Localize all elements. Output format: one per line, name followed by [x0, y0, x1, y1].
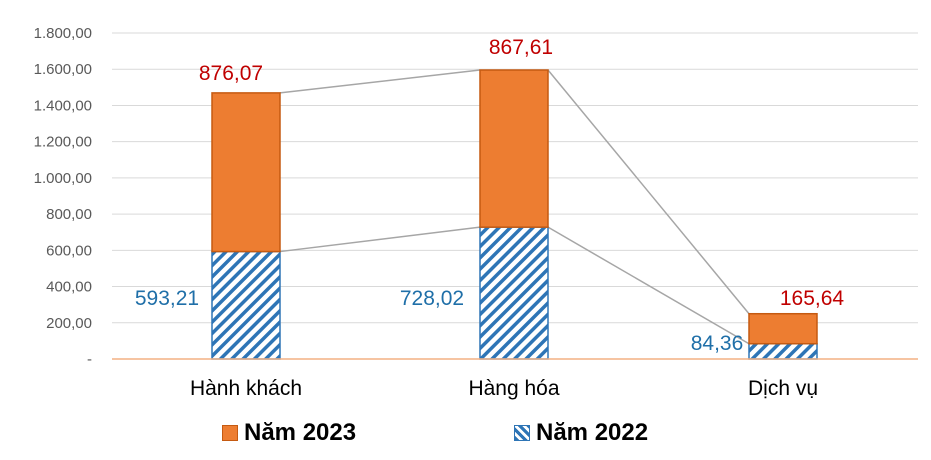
y-tick-label: 1.400,00 — [34, 97, 92, 114]
y-tick-label: 1.000,00 — [34, 170, 92, 187]
x-category-label: Dịch vụ — [748, 377, 818, 400]
series-line-2022 — [547, 226, 750, 345]
y-tick-label: - — [87, 351, 92, 368]
y-tick-label: 400,00 — [46, 279, 92, 296]
bar-2023 — [479, 69, 549, 228]
data-label-2022: 593,21 — [135, 287, 199, 310]
y-tick-label: 1.600,00 — [34, 61, 92, 78]
bar-2022 — [211, 250, 281, 360]
legend-swatch-2022 — [514, 425, 530, 441]
legend-item-2023: Năm 2023 — [222, 418, 356, 448]
bar-2023 — [748, 312, 818, 345]
data-label-2023: 876,07 — [199, 62, 263, 85]
x-category-label: Hàng hóa — [468, 377, 559, 400]
legend-label-2022: Năm 2022 — [536, 419, 649, 446]
y-tick-label: 800,00 — [46, 206, 92, 223]
series-line-2023 — [547, 69, 750, 315]
legend-swatch-2023 — [222, 425, 238, 441]
y-tick-label: 1.800,00 — [34, 25, 92, 42]
series-line-2022 — [279, 226, 481, 253]
y-tick-label: 600,00 — [46, 242, 92, 259]
legend-item-2022: Năm 2022 — [514, 418, 648, 448]
data-label-2022: 728,02 — [400, 287, 464, 310]
bar-2023 — [211, 92, 281, 253]
y-tick-label: 200,00 — [46, 315, 92, 332]
x-category-label: Hành khách — [190, 377, 302, 400]
stacked-bar-chart: - 200,00 400,00 600,00 800,00 1.000,00 1.200,0… — [34, 25, 918, 400]
legend-label-2023: Năm 2023 — [244, 419, 357, 446]
data-label-2023: 165,64 — [780, 287, 845, 310]
bar-2022 — [479, 226, 549, 360]
data-label-2022: 84,36 — [691, 332, 744, 355]
data-label-2023: 867,61 — [489, 36, 553, 59]
y-tick-label: 1.200,00 — [34, 134, 92, 151]
series-line-2023 — [279, 69, 481, 94]
bar-2022 — [748, 342, 818, 360]
